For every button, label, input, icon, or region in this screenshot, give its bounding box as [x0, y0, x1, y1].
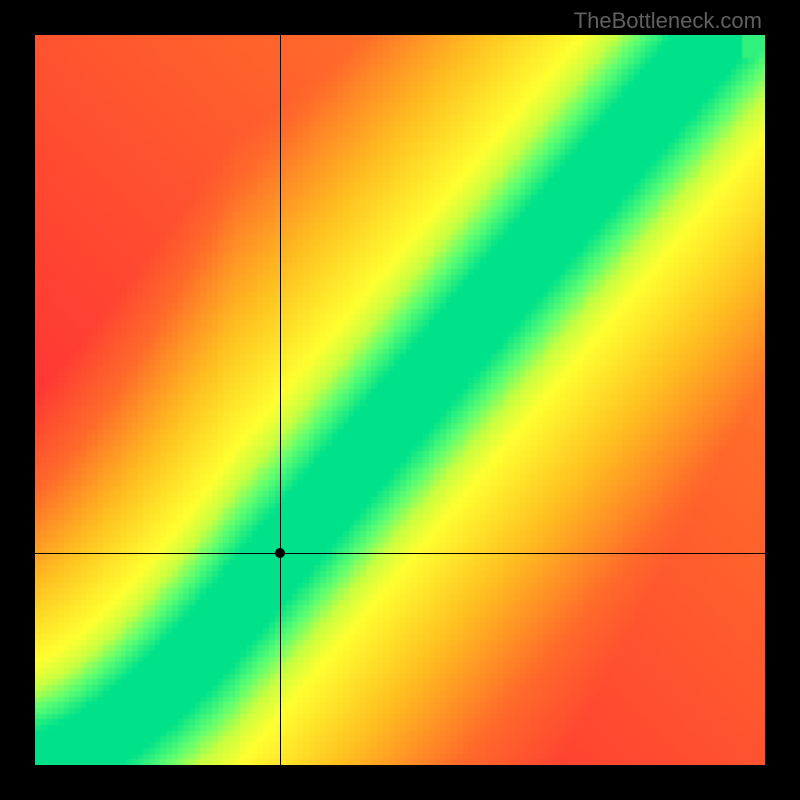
- selection-dot: [275, 548, 285, 558]
- plot-area: [35, 35, 765, 765]
- crosshair-horizontal: [35, 553, 765, 554]
- bottleneck-heatmap: [35, 35, 765, 765]
- crosshair-vertical: [280, 35, 281, 765]
- watermark-text: TheBottleneck.com: [574, 8, 762, 34]
